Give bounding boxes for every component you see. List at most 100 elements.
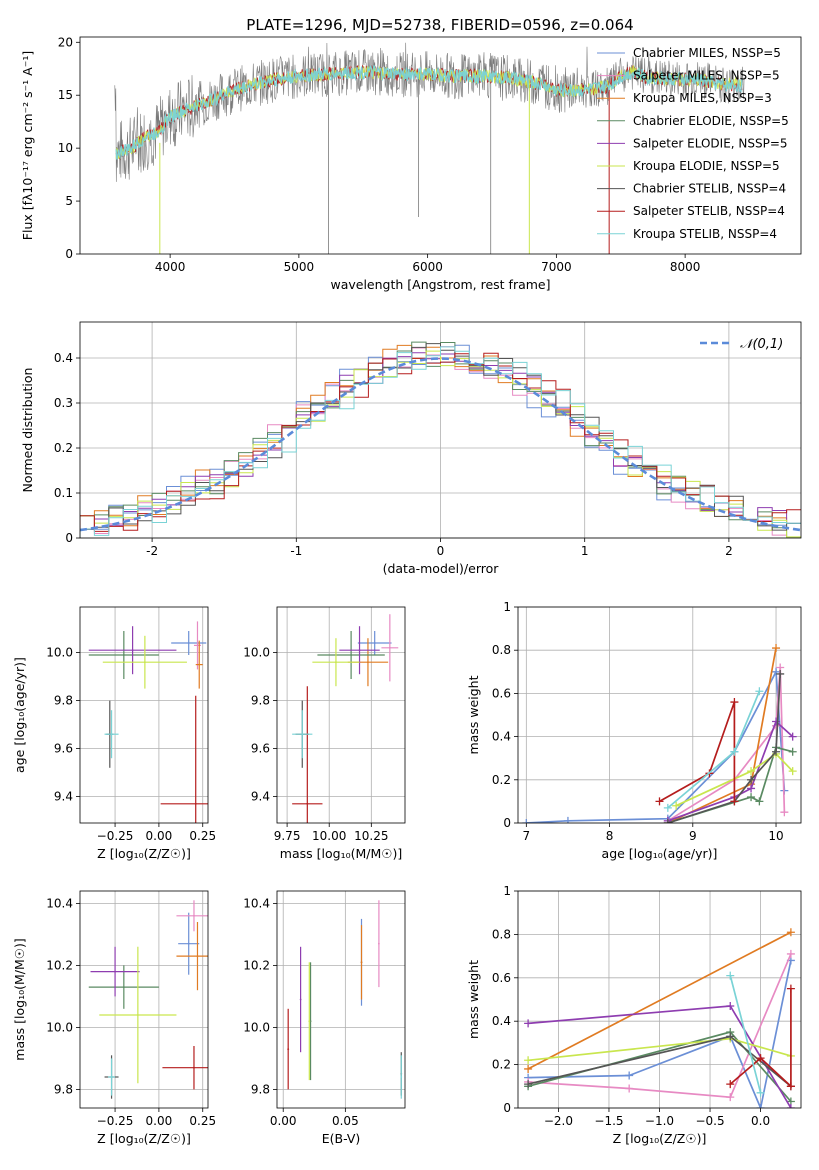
x-tick-label: −0.5: [695, 1114, 724, 1128]
y-tick-label: 10.0: [46, 1020, 73, 1034]
spectrum-legend: Chabrier MILES, NSSP=5 Salpeter MILES, NS…: [597, 46, 789, 241]
x-tick-label: 6000: [412, 260, 443, 274]
plot-area: [80, 341, 801, 538]
x-axis-label: wavelength [Angstrom, rest frame]: [330, 277, 550, 292]
axes-frame: [79, 321, 802, 539]
weight-marker: [788, 767, 797, 776]
y-tick-label: 9.8: [251, 1082, 270, 1096]
y-tick-label: 0.6: [492, 686, 511, 700]
data-point: [196, 955, 199, 957]
y-tick-label: 0: [65, 247, 73, 261]
x-tick-label: 10.25: [354, 829, 388, 843]
data-point: [143, 661, 146, 664]
weight-marker: [786, 984, 795, 993]
weight-marker: [747, 767, 756, 776]
weight-line-chab_elodie: [667, 746, 793, 823]
plot-area: [292, 614, 399, 823]
y-tick-label: 0.3: [54, 396, 73, 410]
y-tick-label: 10.4: [243, 896, 270, 910]
weight-marker: [524, 1019, 533, 1028]
weight-line-chab_miles: [526, 668, 786, 823]
data-point: [335, 661, 337, 664]
data-point: [122, 654, 125, 656]
weight-marker: [772, 717, 781, 726]
weight-marker: [786, 949, 795, 958]
y-tick-label: 1: [503, 884, 511, 898]
axes-frame: [517, 606, 802, 824]
weight-marker: [747, 784, 756, 793]
y-tick-label: 9.6: [251, 742, 270, 756]
data-point: [114, 970, 116, 973]
weight-marker: [747, 775, 756, 784]
data-point: [198, 663, 201, 666]
y-tick-label: 0: [503, 1101, 511, 1115]
plot-area: [88, 621, 208, 823]
y-tick-label: 15: [58, 88, 73, 102]
weight-marker: [772, 644, 781, 653]
data-point: [378, 942, 380, 945]
x-tick-label: 2: [725, 544, 733, 558]
data-point: [373, 642, 376, 644]
x-axis-label: Z [log₁₀(Z/Z☉)]: [97, 846, 191, 861]
legend-label: Salpeter MILES, NSSP=5: [633, 69, 780, 83]
x-tick-label: 0: [437, 544, 445, 558]
weight-marker: [655, 797, 664, 806]
weight-marker: [524, 1064, 533, 1073]
y-axis-label: mass weight: [466, 675, 481, 754]
data-point: [110, 1076, 113, 1078]
weight-marker: [663, 819, 672, 823]
weight-marker: [625, 1071, 634, 1080]
y-tick-label: 20: [58, 35, 73, 49]
x-tick-label: 0.00: [146, 829, 173, 843]
axes-frame: [276, 606, 406, 824]
data-point: [388, 646, 391, 649]
x-tick-label: 9.75: [274, 829, 301, 843]
mass-age-panel: 9.75 10.00 10.25 9.4 9.6 9.8 10.0 mass [log₁₀(M…: [243, 606, 406, 861]
x-tick-label: −1.5: [594, 1114, 623, 1128]
figure-title: PLATE=1296, MJD=52738, FIBERID=0596, z=0…: [246, 16, 633, 34]
axes-frame: [79, 36, 802, 255]
weight-marker: [755, 797, 764, 806]
residual-histogram-panel: -2 -1 0 1 2 0 0.1 0.2 0.3 0.4 (data-model)/error No…: [20, 321, 802, 576]
x-tick-label: 8000: [670, 260, 701, 274]
plot-area: [88, 900, 208, 1099]
x-axis-label: (data-model)/error: [383, 561, 500, 576]
y-tick-label: 0.4: [492, 730, 511, 744]
x-tick-label: 0.0: [751, 1114, 770, 1128]
x-tick-label: −2.0: [544, 1114, 573, 1128]
weight-marker: [726, 1093, 735, 1102]
age-mass-weight-panel: 7 8 9 10 0 0.2 0.4 0.6 0.8 1 age [log₁₀(age/yr)] ma…: [466, 600, 802, 861]
weight-marker: [524, 1080, 533, 1089]
x-tick-label: -1: [290, 544, 302, 558]
weight-line-salp_stelib: [729, 988, 792, 1089]
x-tick-label: 0.05: [332, 1114, 359, 1128]
y-tick-label: 0.1: [54, 486, 73, 500]
weight-marker: [776, 669, 785, 678]
legend-label: Chabrier ELODIE, NSSP=5: [633, 114, 789, 128]
legend-label: Salpeter ELODIE, NSSP=5: [633, 136, 788, 150]
x-tick-label: 4000: [155, 260, 186, 274]
weight-marker: [726, 1032, 735, 1041]
y-tick-label: 10.0: [243, 1020, 270, 1034]
y-tick-label: 9.8: [251, 694, 270, 708]
data-point: [196, 644, 199, 647]
plot-area: [522, 644, 797, 823]
y-tick-label: 5: [65, 194, 73, 208]
y-tick-label: 9.6: [54, 742, 73, 756]
weight-marker: [524, 1056, 533, 1065]
data-point: [309, 1020, 312, 1023]
weight-marker: [756, 1104, 765, 1108]
data-point: [360, 961, 363, 964]
plot-area: [524, 928, 795, 1108]
x-axis-label: age [log₁₀(age/yr)]: [602, 846, 718, 861]
weight-marker: [788, 732, 797, 741]
x-tick-label: 9: [689, 829, 697, 843]
y-tick-label: 0.2: [54, 441, 73, 455]
x-tick-label: 1: [581, 544, 589, 558]
y-tick-label: 10.2: [243, 958, 270, 972]
data-point: [287, 1048, 290, 1050]
data-point: [187, 642, 190, 644]
y-tick-label: 0: [65, 531, 73, 545]
metallicity-mass-panel: −0.25 0.00 0.25 9.8 10.0 10.2 10.4 Z [log₁₀(Z/Z…: [12, 890, 216, 1146]
gaussian-reference-curve: [80, 357, 801, 532]
